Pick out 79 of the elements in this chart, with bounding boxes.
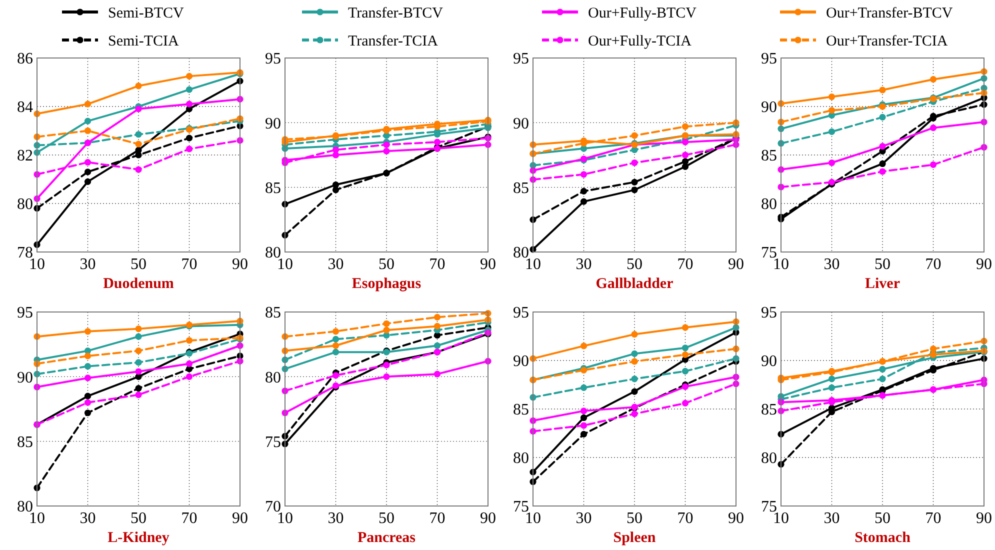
- x-tick-label: 30: [80, 510, 96, 527]
- x-tick-label: 90: [976, 256, 992, 273]
- y-tick-label: 95: [761, 50, 777, 68]
- x-tick-label: 70: [181, 256, 198, 273]
- x-tick-label: 70: [181, 510, 198, 527]
- x-tick-label: 50: [874, 510, 890, 527]
- x-tick-label: 90: [480, 510, 496, 527]
- x-tick-label: 50: [874, 256, 890, 273]
- y-tick-label: 82: [17, 148, 33, 165]
- x-axis-title: Pancreas: [357, 530, 416, 546]
- x-tick-label: 90: [480, 256, 496, 273]
- y-tick-label: 84: [17, 99, 33, 116]
- y-tick-label: 95: [17, 304, 33, 322]
- legend-label: Our+Transfer-BTCV: [826, 5, 953, 22]
- y-tick-label: 75: [265, 434, 281, 451]
- x-axis-title: Duodenum: [103, 276, 174, 292]
- x-tick-label: 90: [728, 256, 744, 273]
- y-tick-label: 90: [513, 353, 529, 370]
- x-tick-label: 50: [378, 510, 394, 527]
- y-tick-label: 80: [265, 369, 281, 386]
- legend-label: Transfer-BTCV: [348, 5, 444, 22]
- y-tick-label: 85: [761, 148, 777, 165]
- y-tick-label: 95: [513, 50, 529, 68]
- x-axis-title: Liver: [865, 276, 900, 292]
- x-tick-label: 50: [378, 256, 394, 273]
- x-tick-label: 50: [626, 256, 642, 273]
- y-tick-label: 90: [761, 353, 777, 370]
- x-tick-label: 30: [824, 510, 840, 527]
- y-tick-label: 90: [265, 115, 281, 132]
- x-tick-label: 30: [328, 256, 344, 273]
- x-tick-label: 70: [677, 510, 694, 527]
- x-tick-label: 50: [626, 510, 642, 527]
- x-tick-label: 70: [925, 510, 942, 527]
- x-axis-title: Esophagus: [352, 276, 422, 292]
- x-tick-label: 50: [130, 510, 146, 527]
- x-axis-title: Stomach: [854, 530, 912, 546]
- x-tick-label: 70: [677, 256, 694, 273]
- y-tick-label: 95: [265, 50, 281, 68]
- y-tick-label: 85: [761, 402, 777, 419]
- y-tick-label: 80: [761, 450, 777, 468]
- legend-label: Our+Fully-TCIA: [588, 33, 692, 50]
- y-tick-label: 80: [761, 196, 777, 214]
- x-tick-label: 10: [773, 510, 789, 527]
- x-tick-label: 90: [728, 510, 744, 527]
- x-tick-label: 70: [429, 510, 446, 527]
- y-tick-label: 90: [17, 369, 33, 386]
- y-tick-label: 80: [513, 450, 529, 468]
- y-tick-label: 90: [761, 99, 777, 116]
- x-tick-label: 30: [80, 256, 96, 273]
- y-tick-label: 85: [513, 180, 529, 197]
- y-tick-label: 85: [265, 304, 281, 322]
- x-tick-label: 30: [576, 256, 592, 273]
- x-tick-label: 70: [429, 256, 446, 273]
- y-tick-label: 85: [513, 402, 529, 419]
- x-axis-title: Spleen: [613, 530, 656, 546]
- x-tick-label: 30: [328, 510, 344, 527]
- y-tick-label: 85: [17, 434, 33, 451]
- x-tick-label: 90: [232, 256, 248, 273]
- legend-label: Transfer-TCIA: [348, 33, 438, 50]
- x-tick-label: 10: [773, 256, 789, 273]
- legend-label: Semi-BTCV: [108, 5, 184, 22]
- legend-label: Our+Fully-BTCV: [588, 5, 697, 22]
- y-tick-label: 86: [17, 50, 33, 68]
- x-tick-label: 30: [824, 256, 840, 273]
- x-tick-label: 10: [525, 510, 541, 527]
- x-axis-title: Gallbladder: [596, 276, 674, 292]
- y-tick-label: 85: [265, 180, 281, 197]
- y-tick-label: 90: [513, 115, 529, 132]
- x-tick-label: 50: [130, 256, 146, 273]
- y-tick-label: 95: [513, 304, 529, 322]
- legend-label: Semi-TCIA: [108, 33, 179, 50]
- x-tick-label: 90: [976, 510, 992, 527]
- x-tick-label: 90: [232, 510, 248, 527]
- y-tick-label: 95: [761, 304, 777, 322]
- x-tick-label: 70: [925, 256, 942, 273]
- x-tick-label: 30: [576, 510, 592, 527]
- legend-label: Our+Transfer-TCIA: [826, 33, 948, 50]
- x-axis-title: L-Kidney: [108, 530, 170, 546]
- y-tick-label: 80: [17, 196, 33, 214]
